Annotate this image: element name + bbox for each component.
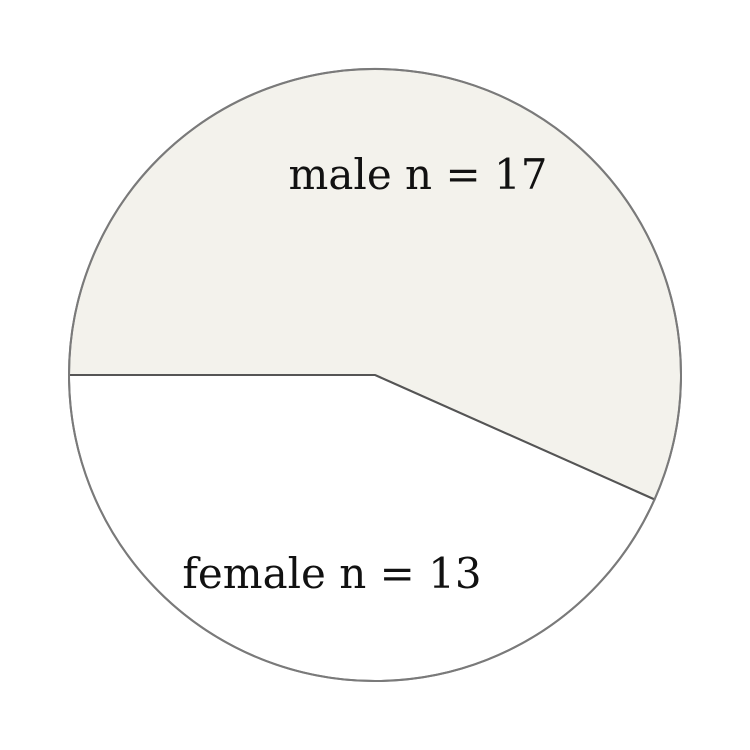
slice-divider bbox=[69, 374, 655, 501]
slice-label-male: male n = 17 bbox=[289, 150, 548, 199]
pie-slices bbox=[67, 68, 682, 682]
pie-outline bbox=[68, 68, 682, 682]
slice-label-female: female n = 13 bbox=[182, 549, 481, 598]
pie-labels: male n = 17 female n = 13 bbox=[182, 150, 547, 598]
